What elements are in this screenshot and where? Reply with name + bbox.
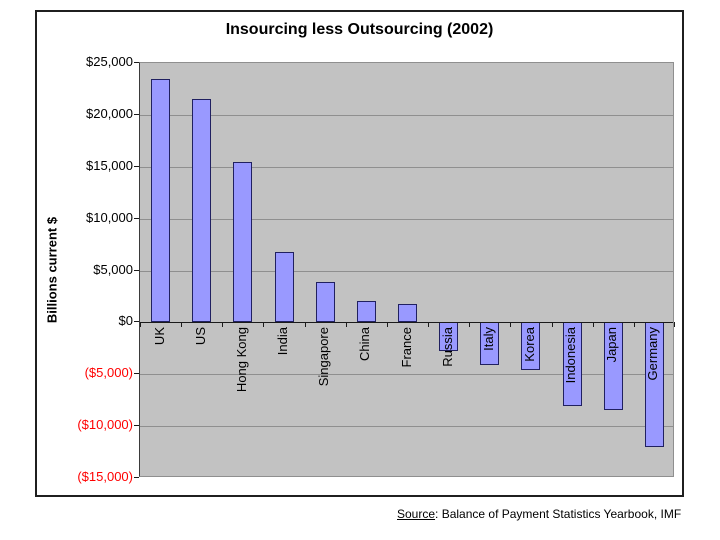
y-tick-label: $20,000: [86, 105, 133, 121]
y-tick-label: $15,000: [86, 157, 133, 173]
category-label: Russia: [439, 327, 455, 368]
category-label: Japan: [604, 327, 620, 363]
y-axis-tick: [134, 425, 139, 427]
y-axis-tick: [134, 477, 139, 478]
zero-axis-line: [140, 322, 673, 324]
bar-singapore: [315, 281, 335, 323]
category-axis-tick: [304, 322, 306, 328]
category-label: Indonesia: [563, 327, 579, 384]
y-tick-label: $25,000: [86, 54, 133, 69]
category-label: France: [398, 327, 414, 368]
category-axis-tick: [181, 322, 183, 328]
gridline: [140, 426, 673, 428]
bar-france: [398, 303, 417, 323]
category-axis-tick: [263, 322, 265, 328]
category-label: China: [357, 327, 373, 362]
category-label: UK: [151, 327, 167, 346]
y-tick-label: $0: [118, 313, 133, 329]
category-axis-tick: [633, 322, 635, 328]
category-axis-tick: [140, 322, 141, 328]
y-axis-tick: [134, 217, 139, 219]
chart-title: Insourcing less Outsourcing (2002): [225, 21, 494, 38]
category-axis-tick: [592, 322, 594, 328]
bar-india: [274, 251, 294, 323]
y-axis-tick: [134, 165, 139, 167]
bar-us: [192, 99, 212, 323]
category-axis-tick: [551, 322, 553, 328]
bar-hong-kong: [233, 161, 253, 323]
y-axis-tick: [134, 113, 139, 115]
category-label: Singapore: [316, 327, 332, 387]
gridline: [140, 166, 673, 168]
gridline: [140, 270, 673, 272]
y-tick-label: ($10,000): [77, 417, 133, 433]
source-label: Source: [397, 507, 436, 521]
category-label: Italy: [480, 327, 496, 352]
y-tick-label: ($5,000): [84, 365, 133, 381]
plot-area: [139, 62, 675, 477]
bar-uk: [151, 78, 171, 323]
y-axis-tick: [134, 321, 139, 323]
category-label: India: [275, 327, 291, 356]
category-axis-tick: [222, 322, 224, 328]
category-axis-tick: [469, 322, 471, 328]
category-axis-tick: [674, 322, 675, 328]
y-axis-tick: [134, 62, 139, 63]
y-tick-label: $5,000: [93, 261, 133, 277]
y-tick-label: ($15,000): [77, 469, 133, 484]
category-label: Hong Kong: [233, 327, 249, 393]
category-label: Korea: [521, 327, 537, 363]
y-axis-tick: [134, 269, 139, 271]
gridline: [140, 374, 673, 376]
category-axis-tick: [386, 322, 388, 328]
y-axis-tick: [134, 373, 139, 375]
gridline: [140, 218, 673, 220]
category-axis-tick: [345, 322, 347, 328]
category-axis-tick: [428, 322, 430, 328]
category-label: Germany: [645, 327, 661, 381]
y-tick-label: $10,000: [86, 209, 133, 225]
gridline: [140, 114, 673, 116]
source-text: : Balance of Payment Statistics Yearbook…: [435, 507, 682, 521]
bar-china: [356, 300, 376, 323]
category-axis-tick: [510, 322, 512, 328]
source-note: Source: Balance of Payment Statistics Ye…: [397, 507, 681, 521]
category-label: US: [192, 327, 208, 346]
